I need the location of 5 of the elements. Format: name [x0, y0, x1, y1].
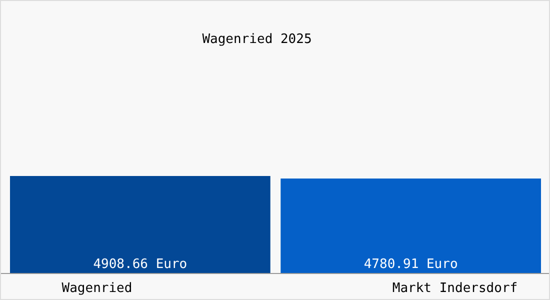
data-label: 4780.91 Euro — [364, 257, 458, 272]
data-label: 4908.66 Euro — [93, 257, 188, 272]
x-tick-label: Wagenried — [62, 281, 132, 296]
chart-title: Wagenried 2025 — [202, 32, 312, 47]
x-tick-label: Markt Indersdorf — [392, 281, 518, 296]
